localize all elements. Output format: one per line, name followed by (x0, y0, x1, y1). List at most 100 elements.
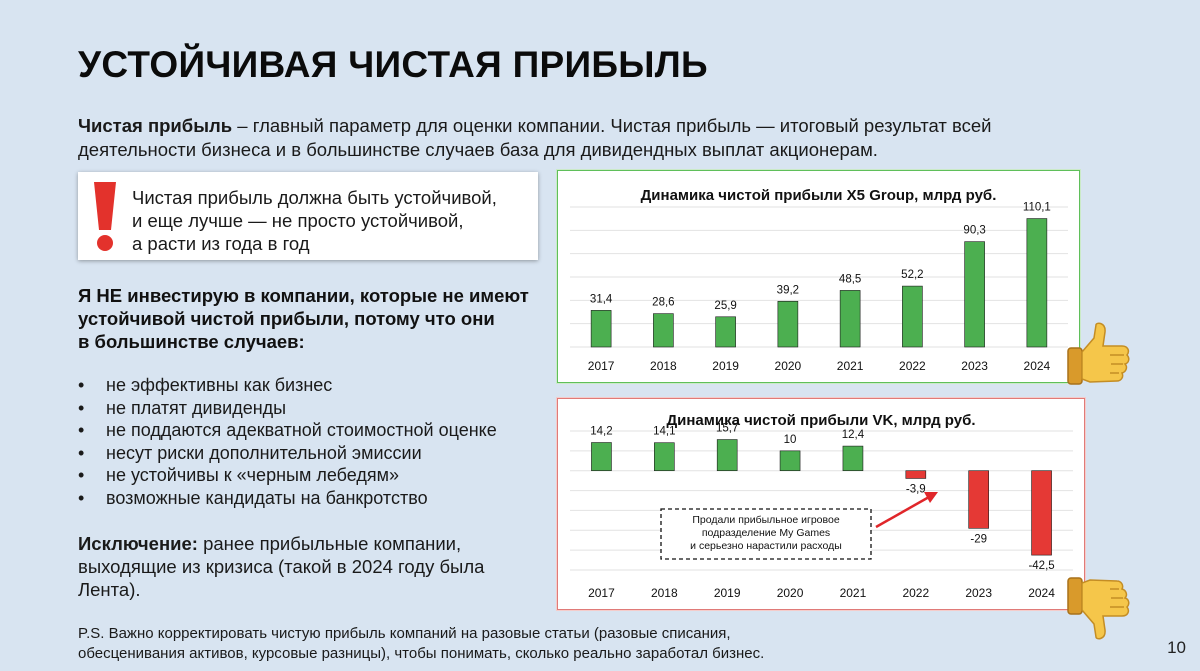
callout-line: и еще лучше — не просто устойчивой, (132, 210, 464, 231)
slide-title: УСТОЙЧИВАЯ ЧИСТАЯ ПРИБЫЛЬ (78, 44, 708, 85)
exception-line-1: ранее прибыльные компании, (197, 533, 462, 554)
x5-chart-canvas: Динамика чистой прибыли X5 Group, млрд р… (570, 187, 1068, 373)
bar (839, 290, 861, 348)
annotation-arrow-head (924, 492, 938, 503)
intro-line-1: – главный параметр для оценки компании. … (232, 115, 992, 136)
bar (968, 470, 989, 529)
intro-paragraph: Чистая прибыль – главный параметр для оц… (78, 114, 1078, 162)
x-tick-label: 2018 (650, 359, 677, 373)
list-item: • не платят дивиденды (78, 397, 497, 420)
data-label: 90,3 (963, 225, 985, 237)
bar (1026, 218, 1048, 348)
data-label: 14,2 (590, 426, 612, 438)
thumbs-up-icon (1067, 322, 1130, 385)
bar (779, 450, 801, 472)
bar (590, 310, 612, 348)
data-label: 39,2 (777, 284, 799, 296)
intro-line-2: деятельности бизнеса и в большинстве слу… (78, 139, 878, 160)
data-label: 14,1 (653, 426, 675, 438)
data-label: 25,9 (714, 300, 736, 312)
bar (1031, 470, 1052, 556)
x-tick-label: 2020 (777, 586, 804, 600)
vk-chart-canvas: Динамика чистой прибыли VK, млрд руб.14,… (570, 412, 1073, 600)
annotation-arrow-line (875, 495, 930, 529)
callout-line: Чистая прибыль должна быть устойчивой, (132, 187, 497, 208)
list-item: • возможные кандидаты на банкротство (78, 487, 497, 510)
bar (653, 313, 674, 348)
list-item-text: не платят дивиденды (106, 397, 287, 418)
key-callout: Чистая прибыль должна быть устойчивой, и… (78, 172, 538, 260)
list-item: • не поддаются адекватной стоимостной оце… (78, 419, 497, 442)
x-tick-label: 2022 (902, 586, 929, 600)
data-label: 110,1 (1023, 202, 1051, 214)
callout-text: Чистая прибыль должна быть устойчивой, и… (132, 186, 497, 255)
list-item-text: возможные кандидаты на банкротство (106, 487, 428, 508)
bullet-marker: • (78, 487, 85, 508)
x-tick-label: 2019 (712, 359, 739, 373)
data-label: 48,5 (839, 273, 861, 285)
list-item-text: не устойчивы к «черным лебедям» (106, 465, 400, 485)
bullet-marker: • (78, 420, 85, 440)
exception-note: Исключение: ранее прибыльные компании, в… (78, 532, 538, 601)
bullet-marker: • (78, 465, 85, 485)
exception-line-2: выходящие из кризиса (такой в 2024 году … (78, 556, 485, 577)
bullet-marker: • (78, 442, 85, 463)
list-item-text: не эффективны как бизнес (106, 375, 333, 395)
bar (716, 439, 738, 472)
x-tick-label: 2023 (961, 359, 988, 373)
bar (715, 316, 736, 348)
x-tick-label: 2024 (1028, 586, 1055, 600)
ps-line: P.S. Важно корректировать чистую прибыль… (78, 625, 731, 642)
bar (777, 300, 799, 348)
data-label: 28,6 (652, 297, 674, 309)
list-item: • несут риски дополнительной эмиссии (78, 442, 497, 465)
x-tick-label: 2017 (588, 586, 615, 600)
data-label: 52,2 (901, 269, 923, 281)
data-label: 12,4 (842, 429, 865, 441)
thesis-line: Я НЕ инвестирую в компании, которые не и… (78, 285, 529, 306)
x-tick-label: 2018 (651, 586, 678, 600)
chart-title: Динамика чистой прибыли VK, млрд руб. (666, 412, 975, 429)
annotation-line: и серьезно нарастили расходы (690, 540, 842, 552)
reasons-list: • не эффективны как бизнес • не платят див… (78, 374, 497, 509)
x-tick-label: 2023 (965, 586, 992, 600)
annotation-box (660, 508, 872, 560)
annotation-line: Продали прибыльное игровое (692, 514, 839, 526)
x-tick-label: 2022 (899, 359, 926, 373)
exclamation-icon (94, 182, 116, 251)
thesis-line: в большинстве случаев: (78, 331, 305, 352)
bar (964, 241, 985, 348)
data-label: 10 (784, 434, 797, 446)
intro-term: Чистая прибыль (78, 115, 233, 136)
ps-line: обесценивания активов, курсовые разницы)… (78, 645, 765, 662)
x-tick-label: 2021 (840, 586, 867, 600)
x-tick-label: 2019 (714, 586, 741, 600)
list-item: • не эффективны как бизнес (78, 374, 497, 397)
bullet-marker: • (78, 397, 85, 418)
postscript-note: P.S. Важно корректировать чистую прибыль… (78, 624, 978, 664)
list-item: • не устойчивы к «черным лебедям» (78, 464, 497, 487)
x-tick-label: 2024 (1024, 359, 1051, 373)
data-label: -29 (970, 533, 987, 545)
exception-label: Исключение: (78, 533, 198, 554)
x-tick-label: 2017 (588, 359, 615, 373)
thesis-statement: Я НЕ инвестирую в компании, которые не и… (78, 284, 548, 353)
bar (902, 285, 923, 348)
thumbs-down-icon (1067, 577, 1130, 640)
thesis-line: устойчивой чистой прибыли, потому что он… (78, 308, 495, 329)
bar (842, 445, 864, 472)
x-tick-label: 2020 (775, 359, 802, 373)
callout-line: а расти из года в год (132, 233, 310, 254)
data-label: -42,5 (1028, 560, 1054, 572)
list-item-text: не поддаются адекватной стоимостной оцен… (106, 420, 497, 440)
data-label: 31,4 (590, 293, 613, 305)
bar (654, 442, 675, 472)
bullet-marker: • (78, 375, 85, 395)
data-label: 15,7 (716, 423, 738, 435)
bar (905, 470, 927, 479)
bar (591, 442, 612, 472)
x-tick-label: 2021 (837, 359, 864, 373)
chart-title: Динамика чистой прибыли X5 Group, млрд р… (641, 187, 997, 204)
page-number: 10 (1167, 638, 1186, 657)
data-label: -3,9 (906, 483, 926, 495)
